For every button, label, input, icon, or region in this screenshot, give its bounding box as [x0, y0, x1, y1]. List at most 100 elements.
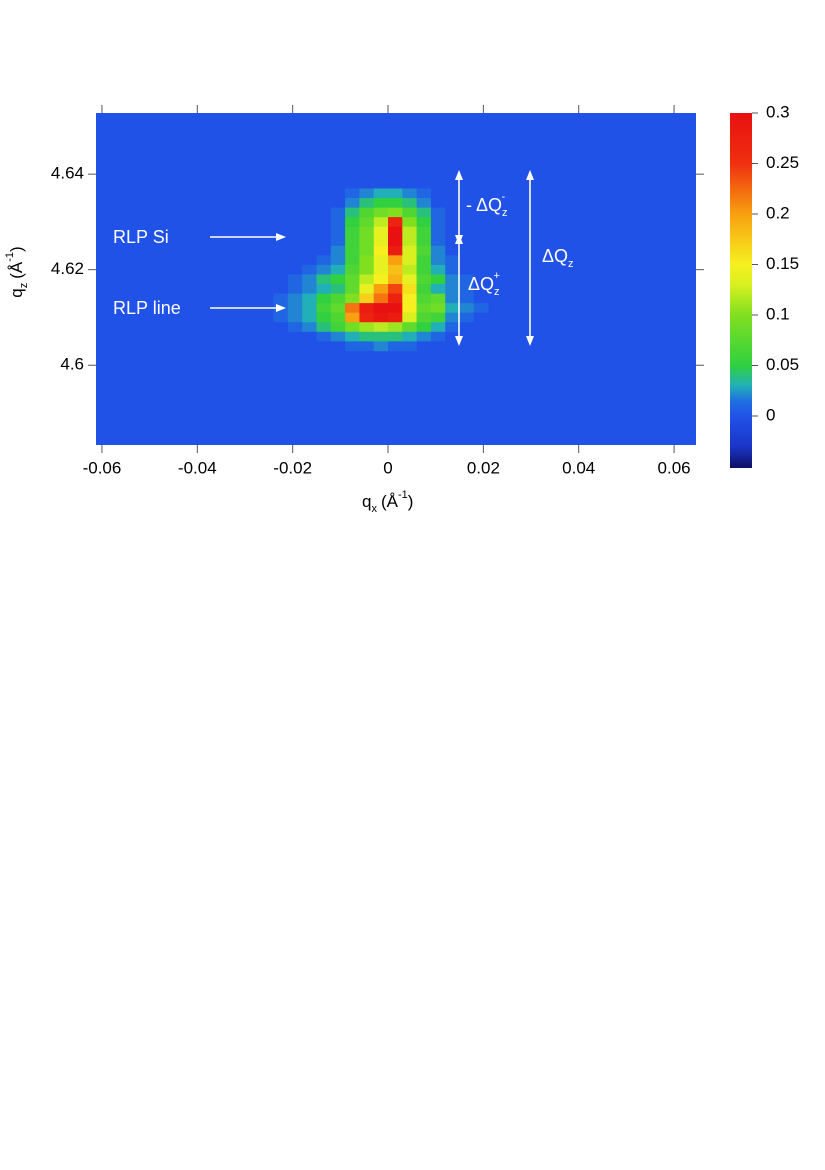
heatmap-cell: [302, 331, 317, 342]
heatmap-cell: [445, 331, 460, 342]
heatmap-cell: [287, 303, 303, 313]
annotation: ΔQz +: [468, 270, 500, 298]
heatmap-cell: [402, 331, 417, 342]
x-tick-label: -0.02: [273, 458, 312, 477]
heatmap-cell: [359, 198, 375, 208]
heatmap-cell: [287, 322, 303, 333]
arrow-head: [455, 170, 463, 180]
heatmap-cell: [416, 217, 432, 227]
heatmap-cell: [273, 245, 289, 256]
annotation-text: ΔQ: [468, 274, 494, 294]
heatmap-cell: [287, 284, 303, 294]
heatmap-cell: [416, 274, 432, 285]
heatmap-cell: [287, 226, 303, 237]
heatmap-cell: [359, 331, 375, 342]
heatmap-cell: [402, 255, 417, 266]
annotation-subscript: z: [494, 286, 500, 298]
heatmap-cell: [459, 322, 475, 333]
label-text: q: [7, 288, 26, 297]
annotation-subscript: z: [502, 207, 508, 219]
heatmap-cell: [273, 322, 289, 333]
heatmap-cell: [402, 236, 417, 247]
heatmap-cell: [388, 255, 403, 266]
heatmap-cell: [473, 274, 489, 285]
heatmap-cell: [459, 312, 475, 323]
heatmap-cell: [430, 284, 446, 294]
heatmap-cell: [359, 293, 375, 304]
arrow-head: [526, 170, 534, 180]
heatmap-cell: [373, 341, 389, 352]
heatmap-cell: [388, 331, 403, 342]
heatmap-cell: [330, 341, 346, 352]
heatmap-cell: [416, 341, 432, 352]
heatmap-cell: [473, 293, 489, 304]
heatmap-cell: [373, 274, 389, 285]
heatmap-cell: [430, 312, 446, 323]
heatmap-cell: [359, 303, 375, 313]
heatmap-cell: [359, 245, 375, 256]
heatmap-cell: [287, 236, 303, 247]
heatmap-cell: [445, 312, 460, 323]
heatmap-cell: [402, 293, 417, 304]
heatmap-cell: [345, 312, 360, 323]
heatmap-cell: [402, 303, 417, 313]
heatmap-cell: [373, 217, 389, 227]
heatmap-cell: [345, 322, 360, 333]
heatmap-cell: [302, 207, 317, 218]
heatmap-cell: [416, 207, 432, 218]
heatmap-cell: [302, 198, 317, 208]
heatmap-cell: [388, 207, 403, 218]
heatmap-cell: [430, 322, 446, 333]
heatmap-cell: [416, 264, 432, 275]
heatmap-cell: [416, 331, 432, 342]
heatmap-cell: [302, 217, 317, 227]
heatmap-cell: [316, 188, 332, 199]
heatmap-cell: [388, 303, 403, 313]
heatmap-cell: [473, 322, 489, 333]
heatmap-cell: [345, 284, 360, 294]
heatmap-cell: [416, 245, 432, 256]
arrow-head: [526, 336, 534, 346]
heatmap-cell: [316, 236, 332, 247]
heatmap-cell: [473, 312, 489, 323]
heatmap-cell: [373, 226, 389, 237]
heatmap-cell: [359, 217, 375, 227]
heatmap-cell: [402, 226, 417, 237]
heatmap-cell: [473, 188, 489, 199]
heatmap-cell: [416, 312, 432, 323]
heatmap-cell: [402, 284, 417, 294]
heatmap-cell: [445, 322, 460, 333]
heatmap-cell: [359, 226, 375, 237]
heatmap-cell: [316, 331, 332, 342]
y-tick-label: 4.62: [51, 259, 84, 278]
heatmap-cell: [287, 331, 303, 342]
heatmap-cell: [388, 264, 403, 275]
heatmap-cell: [330, 322, 346, 333]
arrow-head: [455, 234, 463, 244]
x-tick-label: 0.02: [467, 458, 500, 477]
arrow-head: [455, 336, 463, 346]
y-axis-label: qz (Å-1): [4, 246, 30, 297]
heatmap-cell: [345, 236, 360, 247]
heatmap-cell: [445, 274, 460, 285]
heatmap-cell: [473, 303, 489, 313]
heatmap-cell: [302, 188, 317, 199]
heatmap-cell: [430, 245, 446, 256]
heatmap-cell: [330, 245, 346, 256]
annotation: RLP line: [113, 298, 181, 318]
heatmap-cell: [388, 217, 403, 227]
heatmap-cell: [402, 312, 417, 323]
heatmap-cell: [388, 198, 403, 208]
heatmap-cell: [388, 293, 403, 304]
heatmap-cell: [302, 226, 317, 237]
heatmap-cell: [388, 341, 403, 352]
annotation-superscript: -: [502, 191, 506, 203]
heatmap-cell: [402, 188, 417, 199]
heatmap-cell: [430, 303, 446, 313]
heatmap-cell: [330, 303, 346, 313]
heatmap-cell: [416, 226, 432, 237]
label-text: (Å: [381, 492, 399, 511]
heatmap-cell: [316, 217, 332, 227]
heatmap-cell: [359, 188, 375, 199]
heatmap-cell: [402, 341, 417, 352]
